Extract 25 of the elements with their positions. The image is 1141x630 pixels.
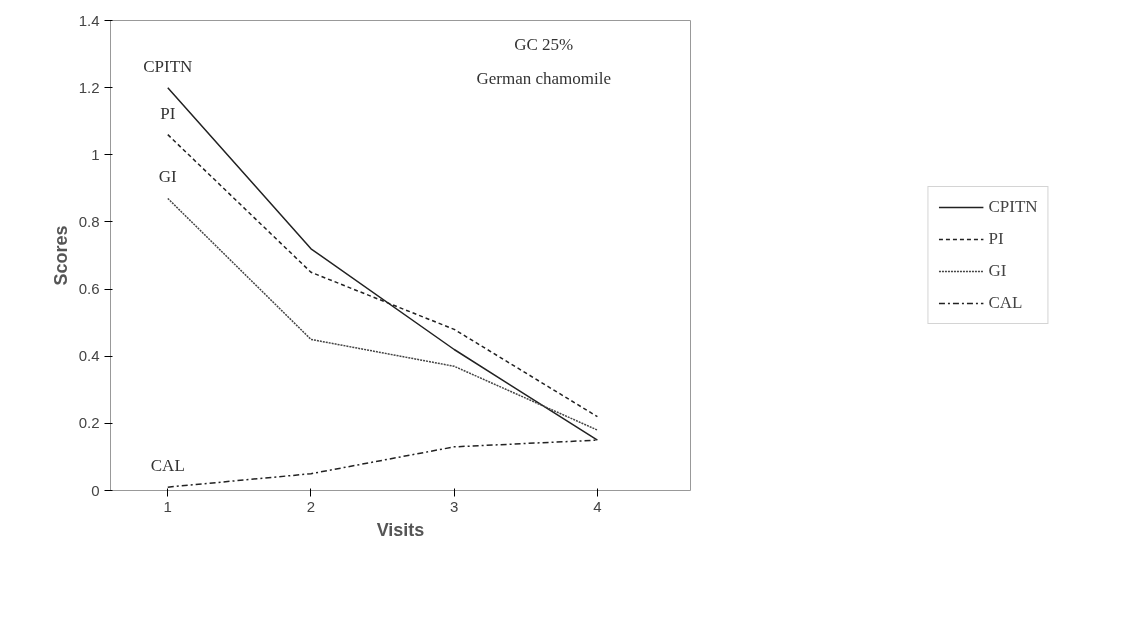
annotation: GC 25%: [514, 35, 574, 55]
x-tick-label: 1: [163, 497, 172, 515]
y-axis-title: Scores: [50, 225, 71, 286]
x-tick-label: 2: [306, 497, 316, 515]
x-tick-label: 4: [593, 497, 602, 515]
text: CPITN: [143, 56, 193, 76]
x-axis-title: Visits: [376, 519, 425, 540]
text: PI: [160, 103, 176, 123]
x-tick-label: 3: [450, 497, 459, 515]
annotation: German chamomile: [476, 68, 611, 88]
line-series: [167, 197, 599, 431]
y-tick-label: 1: [91, 145, 100, 163]
y-tick-label: 0.6: [78, 280, 100, 298]
y-tick-label: 0.4: [78, 347, 100, 365]
y-tick-label: 1.2: [78, 78, 100, 96]
y-tick-label: 0: [91, 481, 100, 499]
text: CAL: [150, 456, 185, 476]
y-tick-label: 1.4: [78, 11, 100, 29]
legend-label: CAL: [988, 293, 1023, 313]
legend-label: GI: [988, 261, 1008, 281]
y-tick-label: 0.2: [78, 414, 100, 432]
legend-label: PI: [988, 229, 1005, 249]
text: GI: [158, 167, 177, 187]
y-tick-label: 0.8: [78, 212, 100, 230]
legend-label: CPITN: [988, 197, 1038, 217]
